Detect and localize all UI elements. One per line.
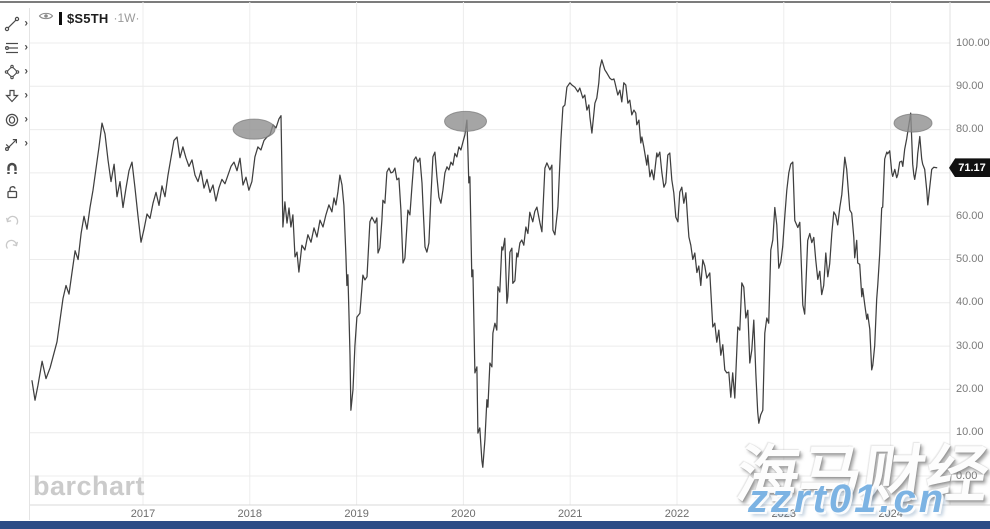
ellipse-tool-icon[interactable] — [4, 112, 20, 128]
window-top-border — [0, 1, 990, 3]
y-axis-label: 60.00 — [956, 209, 984, 222]
x-axis-label: 2020 — [451, 508, 476, 520]
y-axis-label: 30.00 — [956, 339, 984, 352]
chevron-right-icon[interactable]: › — [24, 113, 28, 126]
unlock-icon[interactable] — [4, 184, 20, 200]
y-axis-label: 0.00 — [956, 469, 978, 482]
chevron-right-icon[interactable]: › — [24, 41, 28, 54]
redo-icon[interactable] — [4, 237, 20, 253]
tool-redo[interactable] — [0, 233, 30, 257]
timeframe-label[interactable]: ·1W· — [113, 11, 140, 25]
eye-visibility-icon[interactable] — [38, 9, 54, 27]
tool-fibonacci[interactable]: › — [0, 36, 30, 60]
y-axis-label: 20.00 — [956, 382, 984, 395]
y-axis-label: 10.00 — [956, 426, 984, 439]
shape-tool-icon[interactable] — [4, 64, 20, 80]
y-axis-label: 100.00 — [956, 36, 990, 49]
x-axis-label: 2018 — [237, 508, 263, 520]
tool-undo[interactable] — [0, 209, 30, 233]
tool-shapes[interactable]: › — [0, 60, 30, 84]
x-axis-label: 2024 — [878, 508, 903, 520]
x-axis-label: 2021 — [557, 508, 583, 520]
ellipse-annotation[interactable] — [444, 110, 488, 132]
tool-trendline[interactable]: › — [0, 12, 30, 36]
price-line — [31, 59, 938, 468]
chart-legend: $S5TH ·1W· — [38, 9, 139, 27]
magnet-icon[interactable] — [4, 160, 20, 176]
last-price-value: 71.17 — [958, 161, 986, 174]
tool-arrow[interactable]: › — [0, 84, 30, 108]
ellipse-annotation[interactable] — [232, 118, 276, 140]
tool-lock[interactable] — [0, 180, 30, 204]
x-axis-label: 2022 — [664, 508, 690, 520]
drawing-toolbar: › › › › › — [0, 8, 30, 520]
barchart-watermark: barchart — [33, 471, 146, 501]
symbol-label[interactable]: $S5TH — [67, 10, 109, 26]
site-url-watermark: zzrt01.cn — [748, 477, 947, 521]
chevron-right-icon[interactable]: › — [24, 17, 28, 30]
y-axis-label: 40.00 — [956, 296, 984, 309]
y-axis-label: 80.00 — [956, 123, 984, 136]
measure-tool-icon[interactable] — [4, 136, 20, 152]
arrow-annotation-icon[interactable] — [4, 88, 20, 104]
bottom-blue-bar — [0, 521, 990, 529]
ellipse-annotation[interactable] — [893, 113, 933, 133]
chevron-right-icon[interactable]: › — [24, 89, 28, 102]
x-axis-label: 2019 — [344, 508, 369, 520]
trendline-icon[interactable] — [4, 16, 20, 32]
fibonacci-tool-icon[interactable] — [4, 40, 20, 56]
chevron-right-icon[interactable]: › — [24, 65, 28, 78]
undo-icon[interactable] — [4, 213, 20, 229]
chevron-right-icon[interactable]: › — [24, 137, 28, 150]
last-price-tag: 71.17 — [949, 158, 990, 178]
tool-measure[interactable]: › — [0, 132, 30, 156]
x-axis-label: 2017 — [130, 508, 156, 520]
y-axis-label: 90.00 — [956, 79, 984, 92]
x-axis-label: 2023 — [771, 508, 797, 520]
y-axis-label: 50.00 — [956, 253, 984, 265]
tool-magnet[interactable] — [0, 156, 30, 180]
tool-ellipse[interactable]: › — [0, 108, 30, 132]
series-color-swatch — [59, 11, 62, 25]
